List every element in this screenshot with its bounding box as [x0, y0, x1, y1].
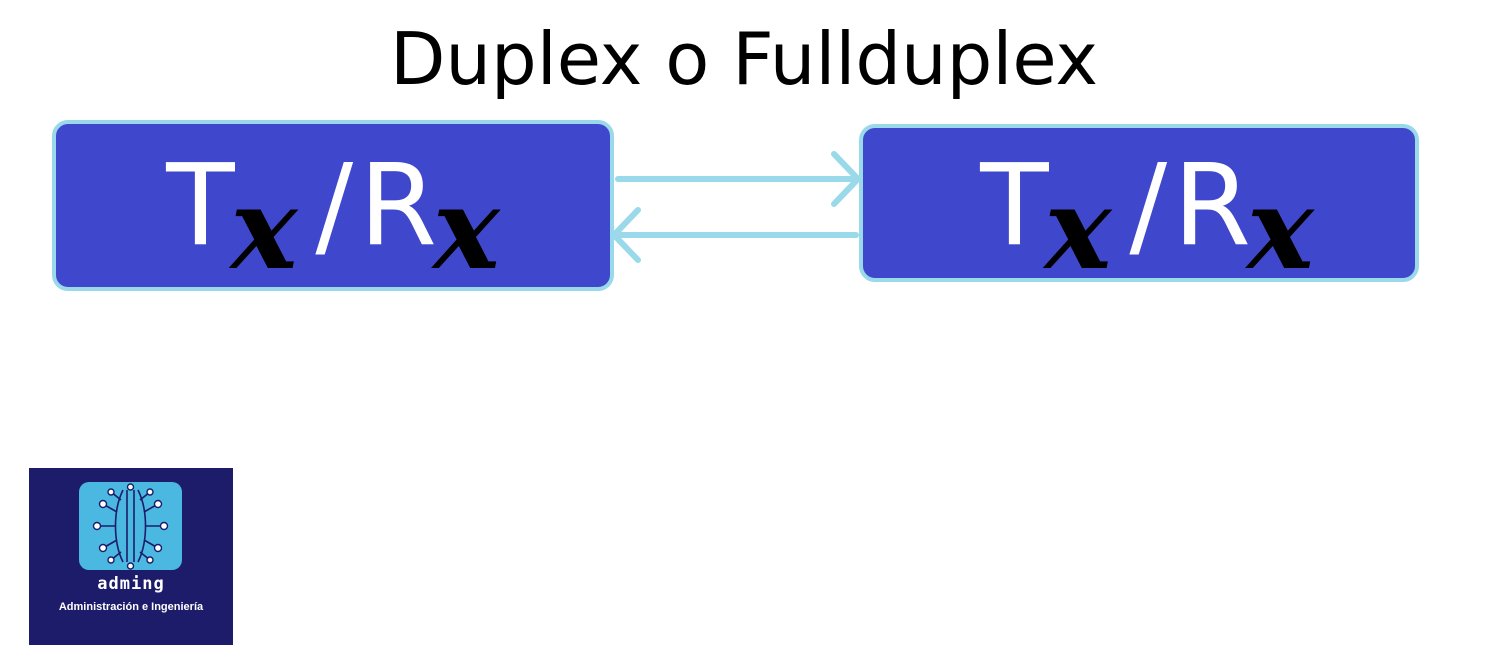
node-right: Tx/Rx	[859, 124, 1419, 286]
node-left-label: Tx/Rx	[56, 150, 610, 286]
node-left: Tx/Rx	[52, 120, 614, 291]
adming-logo: adming Administración e Ingeniería	[29, 468, 233, 645]
slash: /	[1129, 141, 1168, 271]
rx-sub: x	[432, 164, 500, 295]
arrow-right-head	[831, 151, 861, 207]
rx-main: R	[1173, 141, 1251, 271]
tx-sub: x	[230, 164, 298, 295]
logo-brand: adming	[97, 574, 165, 594]
diagram-title: Duplex o Fullduplex	[389, 17, 1099, 101]
rx-sub: x	[1246, 164, 1314, 295]
logo-tagline: Administración e Ingeniería	[58, 601, 204, 613]
tx-sub: x	[1044, 164, 1112, 295]
tx-main: T	[166, 141, 235, 271]
circuit-icon	[92, 483, 169, 570]
slash: /	[315, 141, 354, 271]
arrow-left-head	[611, 207, 641, 263]
logo-tile	[79, 482, 182, 570]
node-right-label: Tx/Rx	[871, 150, 1423, 286]
tx-main: T	[980, 141, 1049, 271]
rx-main: R	[359, 141, 437, 271]
